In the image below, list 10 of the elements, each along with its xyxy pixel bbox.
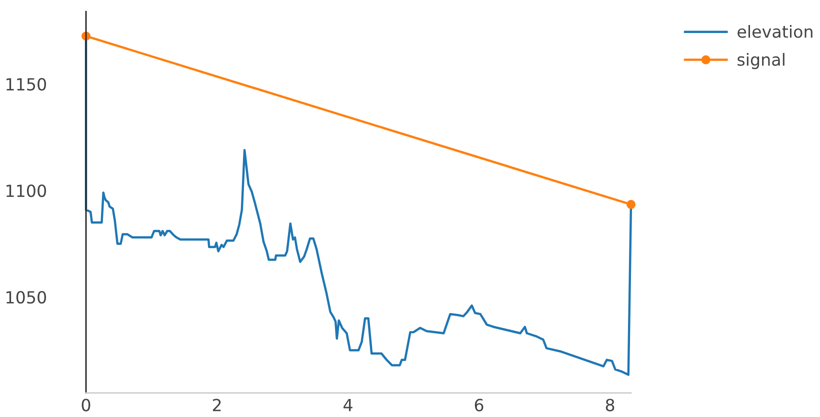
x-tick-label: 6 [474,398,484,412]
legend-label: signal [738,52,784,70]
x-tick-label: 0 [82,398,90,412]
y-tick-label: 1100 [6,184,46,198]
x-tick-label: 8 [606,398,614,412]
x-tick-label: 4 [344,398,352,412]
legend-label: elevation [738,25,812,38]
x-tick-label: 2 [212,398,221,412]
y-tick-label: 1150 [6,78,46,91]
y-tick-label: 1050 [6,291,46,304]
